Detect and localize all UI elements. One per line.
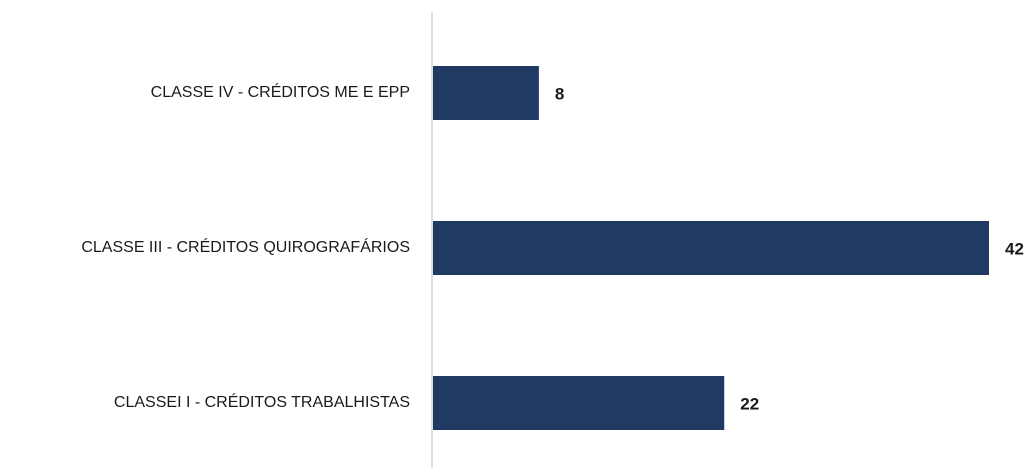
category-label: CLASSE IV - CRÉDITOS ME E EPP — [151, 82, 410, 101]
data-label: 22 — [740, 394, 759, 413]
bar — [433, 66, 539, 120]
data-label: 8 — [555, 84, 564, 103]
category-label: CLASSE III - CRÉDITOS QUIROGRAFÁRIOS — [81, 237, 410, 256]
category-label: CLASSEI I - CRÉDITOS TRABALHISTAS — [114, 392, 410, 411]
bar — [433, 221, 989, 275]
bar — [433, 376, 725, 430]
data-label: 42 — [1005, 239, 1024, 258]
